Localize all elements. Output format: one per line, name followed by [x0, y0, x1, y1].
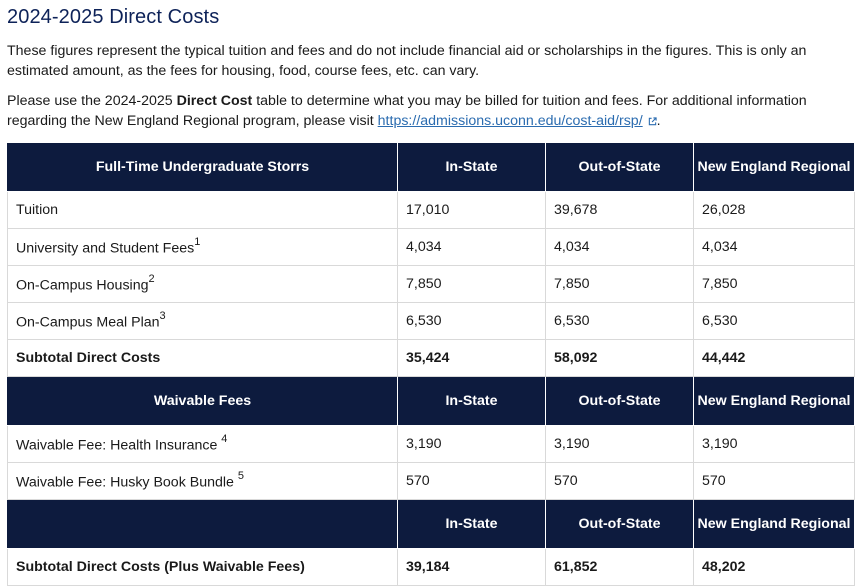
subtotal-row: Subtotal Direct Costs 35,424 58,092 44,442 [7, 339, 855, 377]
rsp-link[interactable]: https://admissions.uconn.edu/cost-aid/rs… [377, 113, 643, 129]
cost-cell-out: 570 [545, 462, 694, 500]
column-header: Full-Time Undergraduate Storrs [7, 142, 398, 192]
cost-cell-ner: 7,850 [693, 265, 855, 303]
row-label-cell: On-Campus Meal Plan3 [7, 302, 398, 340]
cost-cell-ner: 48,202 [693, 548, 855, 586]
table-row: On-Campus Housing2 7,850 7,850 7,850 [7, 265, 855, 303]
row-label-cell: Waivable Fee: Health Insurance 4 [7, 425, 398, 463]
instructions-bold-term: Direct Cost [176, 93, 253, 109]
row-label-cell: Waivable Fee: Husky Book Bundle 5 [7, 462, 398, 500]
cost-cell-ner: 4,034 [693, 228, 855, 266]
external-link-icon[interactable] [648, 117, 657, 126]
row-label: Subtotal Direct Costs (Plus Waivable Fee… [16, 559, 305, 575]
column-header: Out-of-State [545, 142, 694, 192]
cost-cell-in: 17,010 [397, 191, 546, 229]
cost-cell-in: 6,530 [397, 302, 546, 340]
column-header: New England Regional [693, 142, 855, 192]
cost-cell-out: 61,852 [545, 548, 694, 586]
instructions-text-end: . [656, 113, 661, 129]
cost-cell-in: 7,850 [397, 265, 546, 303]
table-row: Waivable Fee: Health Insurance 4 3,190 3,1… [7, 425, 855, 463]
row-label-cell: Subtotal Direct Costs (Plus Waivable Fee… [7, 548, 398, 586]
table-header-row: Waivable Fees In-State Out-of-State New Eng… [7, 376, 855, 426]
cost-cell-ner: 6,530 [693, 302, 855, 340]
cost-cell-in: 570 [397, 462, 546, 500]
cost-cell-out: 39,678 [545, 191, 694, 229]
row-label: Waivable Fee: Health Insurance [16, 437, 222, 454]
cost-cell-out: 4,034 [545, 228, 694, 266]
row-label: Tuition [16, 202, 59, 218]
column-header: In-State [397, 376, 546, 426]
cost-cell-in: 39,184 [397, 548, 546, 586]
column-header: New England Regional [693, 376, 855, 426]
row-label: Waivable Fee: Husky Book Bundle [16, 474, 238, 491]
footnote-marker: 1 [194, 235, 201, 248]
row-label: On-Campus Housing [16, 277, 149, 294]
row-label-cell: University and Student Fees1 [7, 228, 398, 266]
footnote-marker: 3 [159, 309, 166, 322]
footnote-marker: 2 [148, 272, 155, 285]
instructions-text-middle: table to determine what you may be bille… [7, 93, 807, 129]
cost-cell-in: 35,424 [397, 339, 546, 377]
column-header: In-State [397, 499, 546, 549]
table-header-row: Full-Time Undergraduate Storrs In-State Ou… [7, 142, 855, 192]
column-header: In-State [397, 142, 546, 192]
footnote-marker: 4 [221, 432, 228, 445]
table-row: University and Student Fees1 4,034 4,034 4,… [7, 228, 855, 266]
row-label-cell: Tuition [7, 191, 398, 229]
cost-cell-out: 3,190 [545, 425, 694, 463]
page-title: 2024-2025 Direct Costs [7, 6, 220, 28]
table-row: Tuition 17,010 39,678 26,028 [7, 191, 855, 229]
row-label-cell: On-Campus Housing2 [7, 265, 398, 303]
instructions-paragraph: Please use the 2024-2025 Direct Cost tab… [7, 91, 847, 131]
table-row: Waivable Fee: Husky Book Bundle 5 570 570 5… [7, 462, 855, 500]
subtotal-row: Subtotal Direct Costs (Plus Waivable Fee… [7, 548, 855, 586]
column-header: New England Regional [693, 499, 855, 549]
table-header-row: In-State Out-of-State New England Regional [7, 499, 855, 549]
table-row: On-Campus Meal Plan3 6,530 6,530 6,530 [7, 302, 855, 340]
intro-paragraph: These figures represent the typical tuit… [7, 43, 807, 79]
row-label-cell: Subtotal Direct Costs [7, 339, 398, 377]
instructions-text-start: Please use the 2024-2025 [7, 93, 177, 109]
cost-cell-out: 7,850 [545, 265, 694, 303]
column-header: Out-of-State [545, 376, 694, 426]
row-label: On-Campus Meal Plan [16, 314, 160, 331]
cost-cell-out: 6,530 [545, 302, 694, 340]
cost-cell-in: 3,190 [397, 425, 546, 463]
row-label: Subtotal Direct Costs [16, 350, 161, 366]
column-header [7, 499, 398, 549]
column-header: Waivable Fees [7, 376, 398, 426]
cost-cell-ner: 26,028 [693, 191, 855, 229]
cost-cell-in: 4,034 [397, 228, 546, 266]
row-label: University and Student Fees [16, 240, 195, 257]
cost-cell-ner: 570 [693, 462, 855, 500]
footnote-marker: 5 [237, 469, 244, 482]
direct-costs-table: Full-Time Undergraduate Storrs In-State Ou… [7, 142, 855, 586]
cost-cell-ner: 44,442 [693, 339, 855, 377]
cost-cell-ner: 3,190 [693, 425, 855, 463]
cost-cell-out: 58,092 [545, 339, 694, 377]
column-header: Out-of-State [545, 499, 694, 549]
